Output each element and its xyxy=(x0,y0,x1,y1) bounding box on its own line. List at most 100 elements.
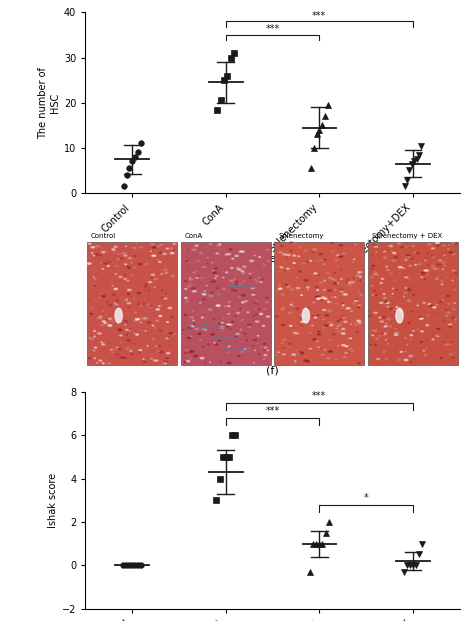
Circle shape xyxy=(101,252,105,253)
Circle shape xyxy=(211,333,214,335)
Circle shape xyxy=(395,332,399,333)
Circle shape xyxy=(202,329,205,330)
Circle shape xyxy=(127,280,129,281)
Circle shape xyxy=(201,278,203,279)
Circle shape xyxy=(145,319,149,320)
Circle shape xyxy=(357,304,361,306)
Circle shape xyxy=(89,243,91,244)
Circle shape xyxy=(255,314,257,315)
Circle shape xyxy=(242,272,245,273)
Circle shape xyxy=(155,318,157,319)
Circle shape xyxy=(145,310,146,311)
Circle shape xyxy=(193,272,195,273)
Circle shape xyxy=(208,309,212,310)
Circle shape xyxy=(319,254,322,255)
Circle shape xyxy=(216,288,218,289)
Circle shape xyxy=(352,284,356,286)
Circle shape xyxy=(228,328,230,329)
Circle shape xyxy=(90,271,93,272)
Circle shape xyxy=(201,346,204,347)
Circle shape xyxy=(193,324,195,325)
Circle shape xyxy=(389,250,391,251)
Circle shape xyxy=(438,260,441,261)
Circle shape xyxy=(401,333,403,334)
Circle shape xyxy=(298,271,301,272)
Circle shape xyxy=(355,300,358,301)
Circle shape xyxy=(200,293,202,294)
Circle shape xyxy=(408,289,411,291)
Circle shape xyxy=(449,252,453,253)
Circle shape xyxy=(404,351,407,352)
Circle shape xyxy=(256,281,259,282)
Circle shape xyxy=(358,345,360,347)
Circle shape xyxy=(374,246,378,247)
Circle shape xyxy=(435,319,438,320)
Circle shape xyxy=(131,258,135,260)
Circle shape xyxy=(192,343,194,344)
Circle shape xyxy=(152,325,154,326)
Circle shape xyxy=(436,278,438,279)
Circle shape xyxy=(219,323,221,324)
Circle shape xyxy=(157,320,159,321)
Circle shape xyxy=(97,317,99,319)
Circle shape xyxy=(116,300,118,301)
Circle shape xyxy=(320,259,324,261)
Circle shape xyxy=(322,309,326,310)
Circle shape xyxy=(151,274,155,276)
Circle shape xyxy=(190,358,191,359)
Circle shape xyxy=(435,279,439,280)
Circle shape xyxy=(383,351,385,353)
Circle shape xyxy=(127,340,130,341)
Circle shape xyxy=(248,327,251,328)
Circle shape xyxy=(314,301,317,302)
Circle shape xyxy=(190,336,192,337)
Circle shape xyxy=(191,326,194,327)
Circle shape xyxy=(184,297,187,299)
Circle shape xyxy=(351,282,355,283)
Circle shape xyxy=(343,356,346,358)
Circle shape xyxy=(303,315,305,316)
Circle shape xyxy=(191,351,194,352)
Circle shape xyxy=(337,320,339,322)
Circle shape xyxy=(293,332,297,333)
Circle shape xyxy=(154,250,157,251)
Circle shape xyxy=(332,333,335,335)
Circle shape xyxy=(196,314,199,315)
Circle shape xyxy=(168,307,172,309)
Circle shape xyxy=(390,348,392,350)
Circle shape xyxy=(310,332,311,333)
Circle shape xyxy=(433,268,437,270)
Circle shape xyxy=(409,355,413,356)
Circle shape xyxy=(383,257,387,258)
Circle shape xyxy=(122,253,126,254)
Circle shape xyxy=(384,333,386,334)
Circle shape xyxy=(231,289,234,290)
Circle shape xyxy=(292,312,295,314)
Circle shape xyxy=(202,294,206,295)
Circle shape xyxy=(138,330,143,331)
Circle shape xyxy=(102,296,105,297)
Circle shape xyxy=(131,275,133,276)
Circle shape xyxy=(104,243,108,244)
Circle shape xyxy=(337,325,339,327)
Circle shape xyxy=(200,345,202,347)
Circle shape xyxy=(312,302,315,303)
Circle shape xyxy=(124,278,127,279)
Circle shape xyxy=(307,352,310,353)
Circle shape xyxy=(313,248,317,250)
Circle shape xyxy=(111,321,114,322)
Circle shape xyxy=(200,252,202,253)
Circle shape xyxy=(157,306,161,307)
Circle shape xyxy=(184,362,186,363)
Circle shape xyxy=(392,260,396,261)
Circle shape xyxy=(452,317,455,319)
Circle shape xyxy=(304,288,306,289)
Circle shape xyxy=(304,279,308,281)
Circle shape xyxy=(189,322,193,323)
Circle shape xyxy=(260,314,263,315)
Circle shape xyxy=(290,304,292,305)
Circle shape xyxy=(139,350,142,351)
Ellipse shape xyxy=(302,308,310,323)
Circle shape xyxy=(205,281,209,282)
Circle shape xyxy=(189,352,192,353)
